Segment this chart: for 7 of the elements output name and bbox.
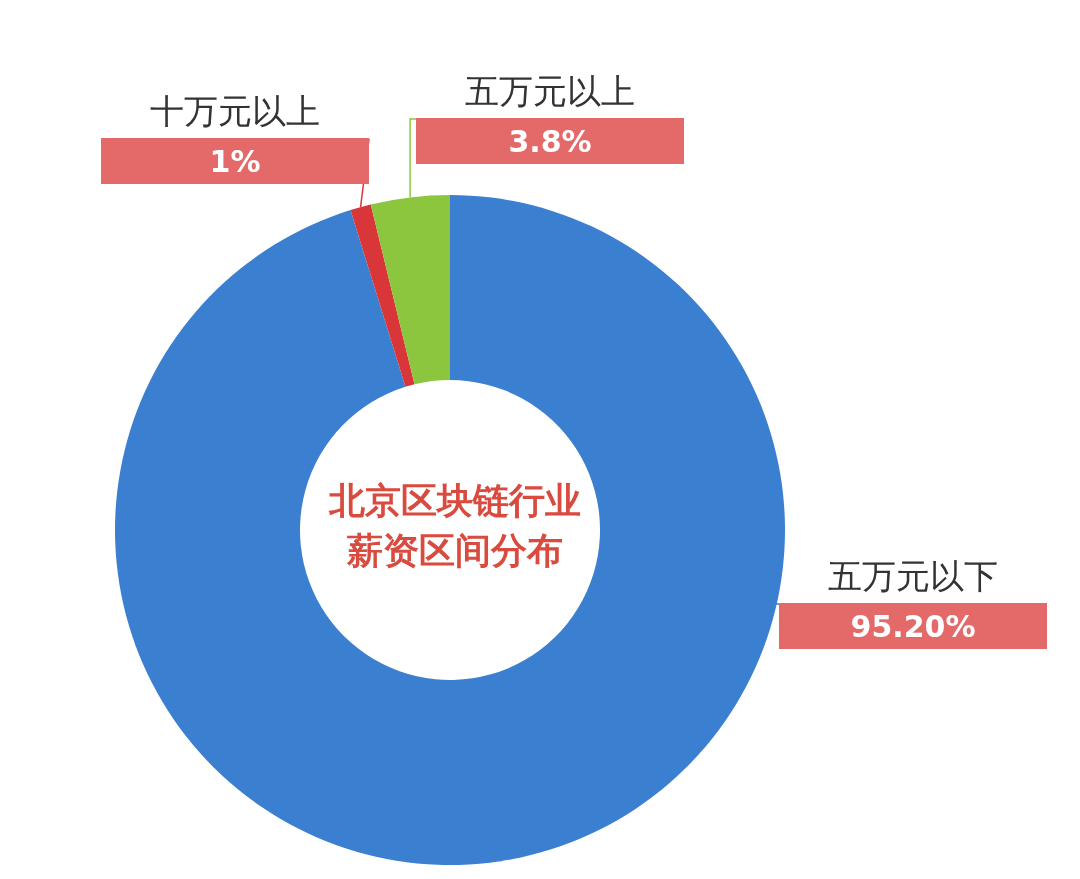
slice-label: 五万元以下 xyxy=(828,556,998,596)
data-label: 95.20% xyxy=(850,608,976,644)
data-label: 3.8% xyxy=(508,123,592,159)
data-label: 1% xyxy=(209,143,261,179)
slice-label: 十万元以上 xyxy=(150,91,320,131)
slice-label: 五万元以上 xyxy=(465,71,635,111)
text: 北京区块链行业薪资区间分布 xyxy=(328,479,581,571)
